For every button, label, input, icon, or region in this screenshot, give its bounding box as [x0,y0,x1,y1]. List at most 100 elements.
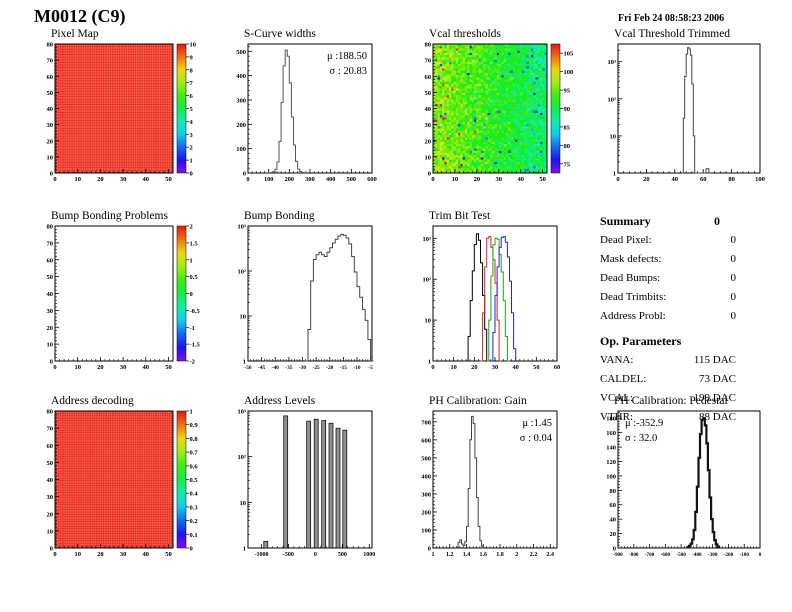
svg-text:20: 20 [610,531,617,538]
trim-bit-test-chart: 0 10 20 30 40 50 60 1 10 10² 10³ [423,225,560,371]
summary-row-dead-trimbits: Dead Trimbits: 0 [600,288,782,307]
svg-text:40: 40 [513,364,519,371]
svg-text:60: 60 [554,364,560,371]
svg-text:70: 70 [425,58,432,65]
svg-text:30: 30 [47,308,54,315]
svg-text:50: 50 [533,364,539,371]
svg-text:10³: 10³ [608,59,617,66]
svg-text:90: 90 [564,106,571,113]
svg-text:100: 100 [264,176,273,183]
svg-text:-900: -900 [613,552,623,558]
svg-text:-25: -25 [313,365,320,371]
svg-text:0: 0 [613,546,616,553]
svg-text:1: 1 [613,171,616,178]
svg-text:40: 40 [47,291,54,298]
svg-text:100: 100 [755,176,765,183]
svg-text:60: 60 [610,502,617,509]
caldel-label: CALDEL: [600,373,647,385]
svg-text:40: 40 [143,551,150,558]
address-probl-value: 0 [730,310,737,322]
summary-header-value: 0 [714,214,720,228]
svg-text:20: 20 [47,325,54,332]
svg-text:0.2: 0.2 [190,518,198,525]
vcal-value: 199 DAC [693,392,736,404]
op-row-vcal: VCAL: 199 DAC [600,389,782,408]
svg-text:500: 500 [236,49,246,56]
svg-text:400: 400 [326,176,335,183]
svg-text:100: 100 [236,146,246,153]
vthr-value: 88 DAC [699,411,736,423]
svg-text:600: 600 [367,176,376,183]
svg-text:80: 80 [47,224,54,231]
svg-text:0: 0 [428,171,431,178]
svg-text:1: 1 [190,158,193,165]
svg-text:-50: -50 [244,365,251,371]
svg-text:0: 0 [50,171,53,178]
svg-text:1: 1 [243,359,246,366]
address-probl-label: Address Probl: [600,310,666,322]
svg-text:0: 0 [50,546,53,553]
svg-text:0: 0 [759,552,762,558]
svg-text:-200: -200 [724,552,734,558]
ph-calibration-pedestal-chart: -900 -800 -700 -600 -500 -400 -300 -200 -100 0 0 20… [606,410,762,558]
svg-text:10²: 10² [238,269,247,276]
svg-text:10³: 10³ [423,236,432,243]
svg-text:20: 20 [425,138,432,145]
svg-text:200: 200 [421,509,431,516]
svg-text:0: 0 [314,552,317,558]
dead-bumps-value: 0 [730,272,737,284]
svg-text:70: 70 [47,240,54,247]
svg-text:80: 80 [425,42,432,49]
mask-defects-value: 0 [730,253,737,265]
svg-text:80: 80 [47,409,54,416]
svg-text:1.2: 1.2 [446,552,454,558]
svg-text:75: 75 [564,161,571,168]
svg-text:10³: 10³ [238,224,247,231]
dead-pixel-label: Dead Pixel: [600,234,652,246]
svg-text:30: 30 [120,551,127,558]
svg-text:60: 60 [47,443,54,450]
svg-text:20: 20 [97,364,104,371]
vcal-thresholds-title: Vcal thresholds [429,28,501,40]
summary-row-dead-pixel: Dead Pixel: 0 [600,231,782,250]
svg-text:40: 40 [143,176,150,183]
svg-text:30: 30 [425,122,432,129]
panel-scurve-widths: S-Curve widths 0 100 200 300 400 500 600 0 100 20… [228,28,380,188]
svg-text:200: 200 [285,176,294,183]
vcal-threshold-trimmed-title: Vcal Threshold Trimmed [614,28,731,40]
panel-ph-calibration-pedestal: PH Calibration: Pedestal -900 -800 -700 -60… [598,395,768,563]
svg-text:-300: -300 [708,552,718,558]
svg-text:10: 10 [74,176,81,183]
op-row-vthr: VTHR: 88 DAC [600,408,782,427]
svg-text:50: 50 [165,176,172,183]
panel-bump-bonding-problems: Bump Bonding Problems 0 10 20 30 40 50 0 10 20 30… [35,210,207,376]
svg-text:10: 10 [610,133,617,140]
svg-text:4: 4 [190,119,194,126]
svg-text:0: 0 [243,171,246,178]
svg-text:10: 10 [47,154,54,161]
svg-text:0.6: 0.6 [190,463,199,470]
svg-text:60: 60 [700,176,707,183]
svg-text:500: 500 [347,176,356,183]
svg-text:30: 30 [496,176,503,183]
svg-text:σ : 0.04: σ : 0.04 [520,433,553,444]
svg-text:120: 120 [606,459,616,466]
dead-trimbits-label: Dead Trimbits: [600,291,667,303]
svg-text:0.7: 0.7 [190,450,199,457]
svg-text:80: 80 [728,176,735,183]
svg-text:σ : 20.83: σ : 20.83 [330,66,367,77]
svg-text:10: 10 [240,314,247,321]
svg-text:300: 300 [421,491,431,498]
pixel-map-title: Pixel Map [51,28,99,40]
svg-text:-500: -500 [676,552,686,558]
panel-pixel-map: Pixel Map 0 10 20 30 40 50 0 10 20 30 40 50 60 70 80 10… [35,28,207,188]
page-title: M0012 (C9) [34,6,126,26]
svg-text:-10: -10 [353,365,360,371]
svg-text:105: 105 [564,51,575,58]
svg-text:50: 50 [47,460,54,467]
svg-text:60: 60 [47,257,54,264]
svg-text:20: 20 [97,176,104,183]
svg-text:20: 20 [47,511,54,518]
svg-text:1.4: 1.4 [463,552,471,558]
svg-text:0: 0 [53,364,56,371]
